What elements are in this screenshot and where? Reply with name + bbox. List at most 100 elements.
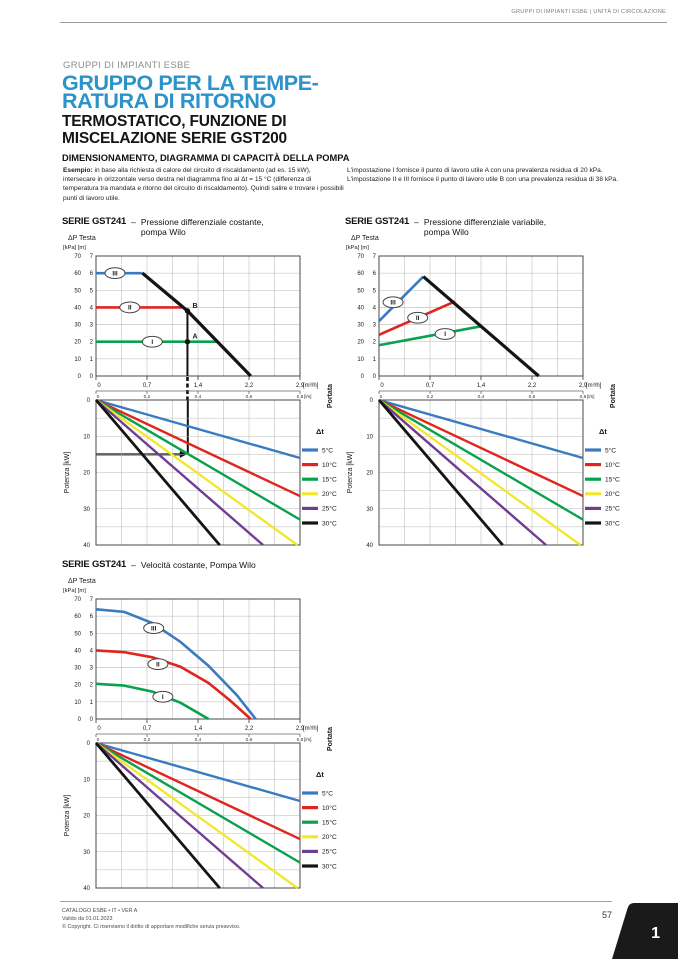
m3h-tick-label: 0,7 (143, 383, 152, 389)
pump-curves (378, 275, 540, 378)
power-line-10°C (378, 398, 584, 498)
head-axis-units: [kPa] [m] (63, 245, 86, 251)
kw-tick: 0 (87, 398, 91, 404)
footer-rule (60, 901, 612, 902)
power-line-20°C (378, 399, 582, 546)
kw-tick: 10 (366, 434, 373, 440)
kpa-tick: 40 (357, 305, 364, 311)
kpa-tick: 20 (74, 683, 81, 689)
m-tick: 5 (90, 288, 94, 294)
m-tick: 1 (90, 700, 94, 706)
m-tick: 7 (90, 254, 94, 260)
power-lines (94, 741, 301, 889)
legend-label-30°C: 30°C (322, 862, 337, 870)
title-dash: – (414, 217, 419, 227)
curve-setting-label-I: I (444, 331, 446, 338)
header-breadcrumb: GRUPPI DI IMPIANTI ESBE | UNITÀ DI CIRCO… (511, 9, 666, 15)
page-number: 57 (601, 910, 612, 920)
kpa-tick: 60 (74, 271, 81, 277)
m-tick: 0 (373, 374, 377, 380)
footer-validity-line: Valido da 01.01.2023 (62, 916, 113, 922)
kw-tick: 40 (83, 886, 90, 892)
intro-paragraph-left: Esempio: in base alla richiesta di calor… (63, 166, 344, 203)
chart-block-constant-pressure: SERIE GST241 – Pressione differenziale c… (60, 217, 360, 557)
chart-legend: Δt 5°C 10°C 15°C 20°C 25°C 30°C (302, 770, 337, 870)
title-dash: – (131, 560, 136, 570)
head-chart-grid (95, 598, 301, 720)
power-line-30°C (94, 742, 221, 889)
intro-left-text: in base alla richiesta di calore del cir… (63, 167, 344, 202)
m-tick: 1 (90, 357, 94, 363)
legend-label-20°C: 20°C (605, 490, 620, 498)
m3h-tick-label: 2,9 (296, 383, 305, 389)
power-line-5°C (95, 398, 301, 460)
kpa-tick: 40 (74, 305, 81, 311)
kpa-tick: 60 (357, 271, 364, 277)
m-tick: 0 (90, 717, 94, 723)
intro-paragraph-right: L'impostazione I fornisce il punto di la… (347, 167, 619, 184)
page-subtitle: TERMOSTATICO, FUNZIONE DI MISCELAZIONE S… (62, 113, 287, 147)
head-axis-title: ΔP Testa (351, 235, 379, 242)
m3h-tick-label: 0 (97, 383, 101, 389)
curve-setting-capsule-II (119, 301, 141, 314)
m-tick: 2 (373, 340, 377, 346)
legend-label-25°C: 25°C (322, 848, 337, 856)
work-point-B (184, 308, 191, 314)
curve-setting-label-II: II (416, 315, 420, 322)
legend-label-15°C: 15°C (322, 819, 337, 827)
legend-label-5°C: 5°C (322, 789, 333, 797)
curve-setting-capsule-II (407, 311, 429, 324)
chart-block-constant-speed: SERIE GST241 – Velocità costante, Pompa … (60, 560, 360, 900)
pump-capacity-chart-speed: ΔP Testa[kPa] [m]70 760 650 540 430 320 210 10 0… (63, 578, 337, 892)
ls-tick-label: 0,6 (529, 394, 536, 400)
page-title: GRUPPO PER LA TEMPE- RATURA DI RITORNO (62, 71, 319, 113)
m3h-tick-label: 2,2 (245, 383, 254, 389)
kpa-tick: 10 (357, 357, 364, 363)
chart-legend: Δt 5°C 10°C 15°C 20°C 25°C 30°C (302, 427, 337, 527)
kw-tick: 20 (366, 471, 373, 477)
chart-legend: Δt 5°C 10°C 15°C 20°C 25°C 30°C (585, 427, 620, 527)
m-tick: 1 (373, 357, 377, 363)
chart-desc-line1: Velocità costante, Pompa Wilo (140, 560, 256, 570)
chart-desc-line2: pompa Wilo (423, 227, 469, 237)
flow-axis-title: Portata (610, 384, 617, 408)
pump-curves (95, 607, 257, 721)
legend-label-15°C: 15°C (322, 476, 337, 484)
power-line-30°C (94, 399, 221, 546)
kw-tick: 10 (83, 777, 90, 783)
head-axis-units: [kPa] [m] (63, 588, 86, 594)
kpa-tick: 70 (74, 597, 81, 603)
m3h-tick-label: 1,4 (477, 383, 486, 389)
power-line-20°C (95, 742, 299, 889)
kpa-tick: 30 (357, 323, 364, 329)
legend-label-10°C: 10°C (322, 461, 337, 469)
power-axis-title: Potenza [kW] (347, 452, 354, 494)
flow-axis-title: Portata (327, 727, 334, 751)
power-line-25°C (95, 399, 264, 546)
curve-setting-label-III: III (390, 299, 396, 306)
power-line-10°C (95, 741, 301, 841)
title-dash: – (131, 217, 136, 227)
m3h-tick-label: 0,7 (426, 383, 435, 389)
m3h-unit: [m³/h] (586, 383, 602, 389)
work-point-A (184, 339, 191, 345)
head-axis-units: [kPa] [m] (346, 245, 369, 251)
kpa-tick: 70 (74, 254, 81, 260)
header-rule (60, 22, 667, 23)
legend-label-20°C: 20°C (322, 490, 337, 498)
pump-capacity-chart-constant: ΔP Testa[kPa] [m]70 760 650 540 430 320 210 10 0… (63, 235, 337, 549)
legend-label-10°C: 10°C (322, 804, 337, 812)
ls-tick-label: 0,2 (144, 394, 151, 400)
section-tab-label: 1 (651, 925, 660, 942)
curve-setting-capsule-I (434, 328, 456, 340)
footer-copyright-line: © Copyright. Ci riserviamo il diritto di… (62, 924, 241, 930)
footer-info: CATALOGO ESBE • IT • VER A Valido da 01.… (62, 907, 240, 931)
chart-title: SERIE GST241 – Velocità costante, Pompa … (62, 560, 256, 571)
power-line-15°C (95, 398, 301, 521)
m3h-unit: [m³/h] (303, 726, 319, 732)
power-line-25°C (95, 742, 264, 889)
curve-setting-capsule-II (147, 658, 169, 671)
eyebrow-label: GRUPPI DI IMPIANTI ESBE (63, 60, 191, 71)
kw-tick: 20 (83, 814, 90, 820)
ls-unit: [l/s] (304, 394, 311, 400)
